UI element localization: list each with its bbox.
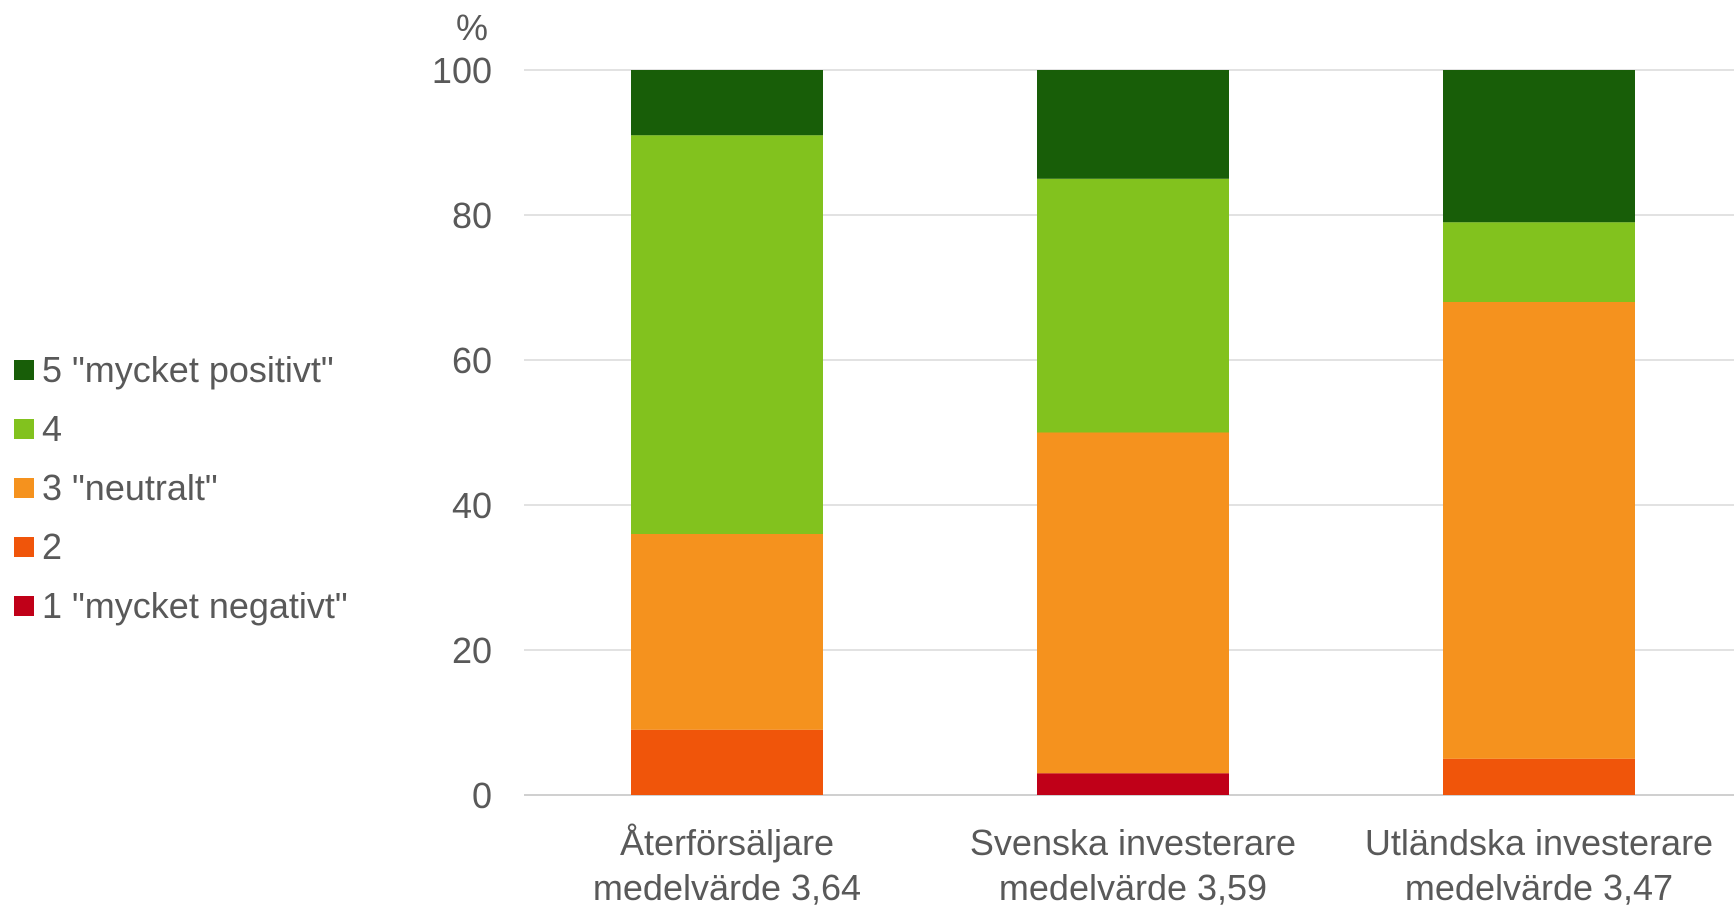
- legend-item: 2: [14, 517, 348, 576]
- legend-item: 1 "mycket negativt": [14, 576, 348, 635]
- bar-segment-cat0-series4: [631, 70, 823, 136]
- legend: 5 "mycket positivt" 4 3 "neutralt" 2 1 "myck…: [14, 340, 348, 635]
- bar-segment-cat1-series4: [1037, 70, 1229, 179]
- legend-label: 3 "neutralt": [42, 466, 218, 508]
- bar-segment-cat1-series0: [1037, 773, 1229, 795]
- x-category-label: Svenska investerare: [970, 822, 1296, 863]
- legend-swatch: [14, 477, 34, 498]
- x-category-label: Återförsäljare: [620, 822, 834, 863]
- y-tick-label: 40: [452, 485, 492, 526]
- bar-segment-cat2-series2: [1443, 302, 1635, 759]
- legend-label: 1 "mycket negativt": [42, 584, 348, 626]
- legend-swatch: [14, 418, 34, 439]
- legend-swatch: [14, 359, 34, 380]
- y-tick-label: 80: [452, 195, 492, 236]
- bar-segment-cat2-series4: [1443, 70, 1635, 223]
- y-tick-label: 20: [452, 630, 492, 671]
- y-tick-label: 60: [452, 340, 492, 381]
- y-tick-label: 0: [472, 775, 492, 816]
- legend-swatch: [14, 595, 34, 616]
- legend-label: 2: [42, 525, 63, 567]
- legend-item: 3 "neutralt": [14, 458, 348, 517]
- x-category-label: Utländska investerare: [1365, 822, 1713, 863]
- bar-segment-cat0-series2: [631, 534, 823, 730]
- bar-segment-cat2-series1: [1443, 758, 1635, 795]
- bar-segment-cat1-series3: [1037, 178, 1229, 433]
- x-axis-categories: Återförsäljare medelvärde 3,64 Svenska inv…: [593, 822, 1713, 906]
- legend-item: 5 "mycket positivt": [14, 340, 348, 399]
- legend-swatch: [14, 536, 34, 557]
- x-category-label: medelvärde 3,47: [1405, 867, 1673, 906]
- x-category-label: medelvärde 3,59: [999, 867, 1267, 906]
- x-category-label: medelvärde 3,64: [593, 867, 861, 906]
- bars: [631, 70, 1635, 795]
- legend-label: 4: [42, 407, 63, 449]
- bar-segment-cat0-series1: [631, 729, 823, 795]
- y-axis-unit-label: %: [456, 7, 488, 48]
- y-tick-label: 100: [432, 50, 492, 91]
- legend-label: 5 "mycket positivt": [42, 348, 334, 390]
- bar-segment-cat2-series3: [1443, 222, 1635, 302]
- y-axis-ticks: 0 20 40 60 80 100: [432, 50, 492, 816]
- bar-segment-cat0-series3: [631, 135, 823, 534]
- legend-item: 4: [14, 399, 348, 458]
- bar-segment-cat1-series2: [1037, 432, 1229, 774]
